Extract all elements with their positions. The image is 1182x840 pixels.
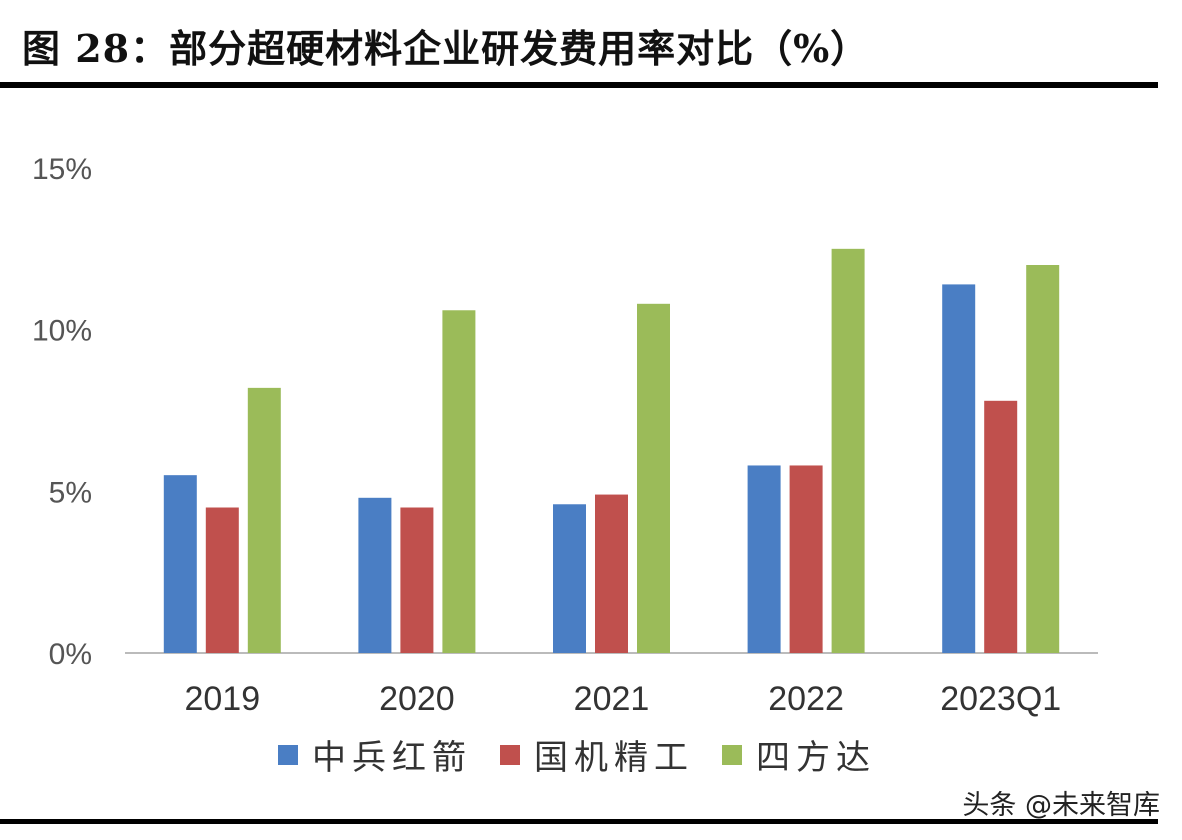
bar bbox=[442, 310, 476, 653]
bar bbox=[789, 465, 823, 653]
bar bbox=[595, 494, 628, 653]
y-tick-label: 15% bbox=[32, 153, 92, 186]
legend-item: 中兵红箭 bbox=[278, 730, 472, 779]
bar bbox=[205, 507, 239, 653]
x-tick-label: 2021 bbox=[574, 680, 650, 718]
legend-label: 国机精工 bbox=[534, 738, 694, 778]
x-tick-label: 2020 bbox=[379, 680, 455, 718]
top-rule bbox=[0, 82, 1158, 88]
bar bbox=[163, 475, 197, 653]
watermark: 头条 @未来智库 bbox=[962, 790, 1160, 821]
bar bbox=[358, 497, 392, 653]
legend-label: 四方达 bbox=[756, 738, 876, 778]
x-tick-label: 2022 bbox=[768, 680, 844, 718]
bar bbox=[247, 387, 281, 653]
bar bbox=[553, 504, 586, 653]
bar bbox=[831, 248, 865, 654]
legend-label: 中兵红箭 bbox=[312, 738, 472, 778]
legend-item: 四方达 bbox=[722, 730, 876, 779]
bar bbox=[1026, 265, 1060, 653]
bar bbox=[984, 400, 1018, 653]
x-tick-label: 2019 bbox=[184, 680, 260, 718]
legend-swatch bbox=[722, 744, 742, 765]
legend-swatch bbox=[278, 744, 298, 765]
y-tick-label: 0% bbox=[49, 638, 92, 671]
legend-item: 国机精工 bbox=[500, 730, 694, 779]
legend: 中兵红箭 国机精工 四方达 bbox=[278, 730, 876, 779]
y-tick-label: 5% bbox=[49, 476, 92, 509]
bar bbox=[400, 507, 434, 653]
legend-swatch bbox=[500, 744, 520, 765]
bar bbox=[942, 284, 976, 653]
bar bbox=[637, 303, 670, 653]
y-tick-label: 10% bbox=[32, 315, 92, 348]
bar bbox=[747, 465, 781, 653]
bottom-rule bbox=[0, 819, 1158, 824]
page-title: 图 28：部分超硬材料企业研发费用率对比（%） bbox=[22, 26, 870, 71]
x-tick-label: 2023Q1 bbox=[940, 680, 1061, 718]
